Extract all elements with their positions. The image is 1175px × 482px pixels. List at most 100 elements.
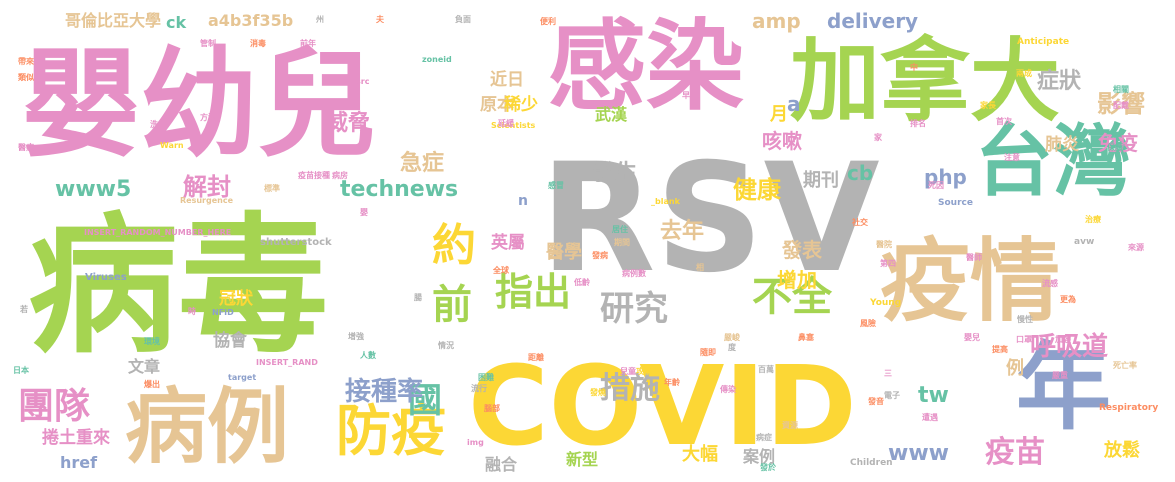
word-62: 放鬆 [1103,439,1140,461]
word-63: 例 [1006,357,1024,379]
word-156: 嬰兒 [964,332,980,342]
word-151: 低齡 [573,277,590,287]
word-66: n [518,193,528,209]
word-95: 類似 [17,72,34,82]
word-141: 電子 [884,390,900,400]
word-125: 攻擊 [636,366,653,376]
word-157: 家長 [980,100,997,110]
word-114: 環境 [144,336,160,346]
word-93: 管制 [200,38,216,48]
word-148: 發燒 [589,387,606,397]
word-23: 症狀 [1037,68,1082,94]
word-4: 加拿大 [790,29,1060,134]
word-3: 感染 [548,10,744,124]
word-155: 風險 [860,318,876,328]
word-152: 首次 [996,116,1012,126]
word-97: 方法 [200,112,216,122]
word-38: 原本 [480,94,514,115]
word-164: 三 [884,369,892,378]
word-146: 發於 [759,462,777,472]
word-9: 病例 [125,380,289,475]
word-162: 相 [696,262,704,272]
word-50: 肺炎 [1045,135,1079,155]
word-53: 月 [769,104,788,125]
word-132: 早產 [682,90,698,100]
word-106: 第四 [880,258,896,268]
word-7: 台灣 [975,117,1131,207]
word-153: 兩成 [1016,68,1032,78]
word-113: 日本 [13,365,29,375]
word-107: 死亡率 [1112,360,1137,370]
word-26: 去年 [660,218,704,244]
word-126: 全球 [492,265,510,275]
word-60: 大幅 [682,443,718,465]
word-135: 情況 [437,340,454,350]
word-0: RSV [540,132,880,306]
word-83: _blank [651,197,681,206]
word-131: 發病 [591,250,608,260]
word-18: 不全 [752,274,833,320]
word-167: 時 [188,306,196,316]
word-136: 隨即 [700,347,716,357]
word-90: 便利 [540,16,556,26]
word-137: 流感 [1042,278,1058,288]
word-128: 居住 [612,224,628,234]
word-70: Resurgence [180,196,234,205]
word-165: 中 [910,62,918,72]
word-163: 度 [728,342,737,352]
word-49: 咳嗽 [762,129,802,153]
word-80: target [228,373,256,382]
word-103: 來源 [1127,242,1144,252]
word-22: 影響 [1097,90,1145,118]
word-51: 免疫 [1098,131,1138,155]
word-160: 嚴峻 [723,332,741,342]
word-139: 兒童 [620,366,636,376]
word-57: 捲土重來 [42,427,110,448]
word-67: INSERT_RANDOM_NUMBER_HERE [84,228,231,237]
word-59: 新型 [566,450,598,469]
word-44: 期刊 [803,170,839,191]
word-17: 指出 [495,270,571,314]
word-13: 疫苗 [985,435,1045,470]
word-77: Warn [160,141,184,150]
word-154: 更為 [1060,294,1076,304]
word-168: 若 [19,304,28,314]
word-138: 年齡 [664,377,680,387]
word-55: 協會 [213,330,248,351]
word-1: 病毒 [28,200,328,374]
word-142: 資源 [782,420,798,430]
word-74: Respiratory [1099,403,1158,413]
word-42: ck [166,13,186,32]
word-121: 感冒 [548,180,564,190]
word-31: delivery [827,9,918,33]
word-145: 傳染 [719,384,737,394]
word-147: 鼻塞 [798,332,815,342]
word-15: 措施 [600,371,660,406]
word-28: technews [340,177,458,202]
word-61: 案例 [742,447,775,466]
word-24: 健康 [733,176,782,204]
word-133: 發音 [867,396,884,406]
word-112: 加護 [1054,334,1072,344]
word-73: Source [938,198,973,208]
word-46: 醫學 [546,242,582,263]
word-6: 疫情 [880,229,1060,334]
word-27: 發表 [781,238,823,262]
word-65: a [787,92,801,116]
word-19: 前 [432,282,472,328]
word-127: 延緩 [497,118,515,128]
word-48: 稀少 [504,94,538,115]
word-104: 治療 [1085,214,1102,224]
word-25: 發生 [592,161,637,186]
word-79: src [356,77,370,86]
word-96: 洗手 [150,119,166,129]
word-30: www [888,441,949,466]
word-101: 家 [874,132,883,142]
word-39: 近日 [490,69,524,90]
word-100: 醫院 [876,239,892,249]
word-84: avw [1074,237,1094,247]
word-78: zoneid [422,55,452,64]
word-116: 腦部 [484,403,500,413]
word-115: 爆出 [144,379,160,389]
